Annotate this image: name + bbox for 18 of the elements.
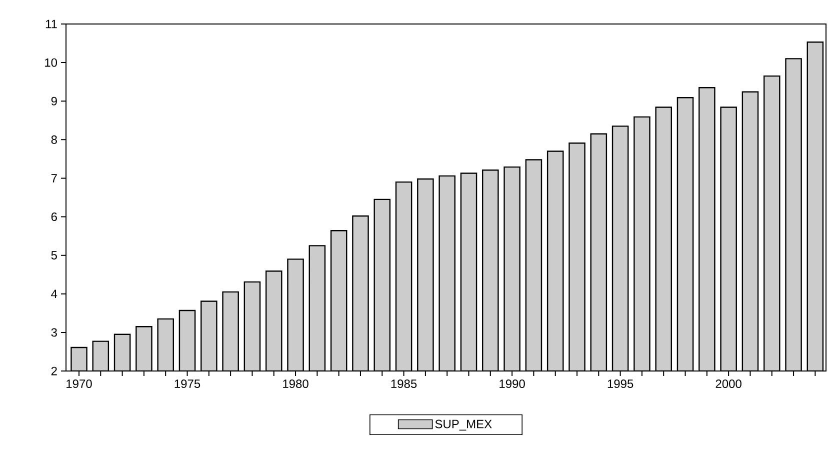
x-tick-label: 1995: [608, 380, 634, 388]
y-tick-label: 4: [51, 290, 58, 298]
x-tick-label: 2000: [716, 380, 742, 388]
y-tick-label: 9: [51, 96, 57, 106]
y-tick-label: 3: [51, 328, 57, 337]
y-tick-label: 7: [51, 174, 57, 182]
legend-label: SUP_MEX: [435, 420, 492, 431]
x-tick-label: 1980: [283, 380, 308, 388]
x-tick-label: 1970: [66, 380, 92, 388]
y-tick-label: 8: [51, 135, 57, 144]
x-tick-label: 1975: [174, 380, 200, 388]
y-tick-label: 6: [51, 212, 57, 222]
y-tick-label: 2: [51, 366, 57, 376]
y-tick-label: 5: [51, 251, 57, 260]
x-tick-label: 1990: [500, 380, 525, 388]
y-tick-label: 11: [46, 20, 57, 28]
x-tick-label: 1985: [391, 380, 417, 388]
y-tick-label: 10: [45, 58, 58, 67]
